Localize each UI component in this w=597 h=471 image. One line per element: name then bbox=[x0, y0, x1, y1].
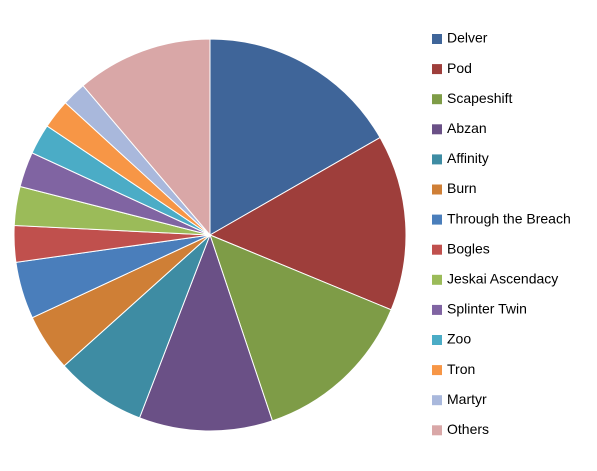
legend-label: Bogles bbox=[447, 240, 490, 256]
legend-label: Tron bbox=[447, 361, 475, 377]
legend-label: Zoo bbox=[447, 331, 471, 347]
pie-slice bbox=[209, 234, 392, 422]
legend-label: Burn bbox=[447, 180, 477, 196]
pie-slice bbox=[138, 233, 274, 432]
pie-slice bbox=[209, 38, 381, 236]
legend-label: Affinity bbox=[447, 150, 489, 166]
legend-swatch bbox=[432, 94, 442, 105]
legend-swatch bbox=[432, 425, 442, 436]
legend-swatch bbox=[432, 184, 442, 195]
legend-swatch bbox=[432, 365, 442, 376]
legend-label: Delver bbox=[447, 30, 488, 46]
legend-swatch bbox=[432, 395, 442, 406]
legend-label: Abzan bbox=[447, 120, 487, 136]
legend-label: Jeskai Ascendacy bbox=[447, 271, 558, 287]
legend-label: Scapeshift bbox=[447, 90, 512, 106]
legend-swatch bbox=[432, 124, 442, 135]
legend-swatch bbox=[432, 214, 442, 225]
legend-swatch bbox=[432, 304, 442, 315]
legend-label: Martyr bbox=[447, 391, 487, 407]
legend-swatch bbox=[432, 64, 442, 75]
legend-label: Through the Breach bbox=[447, 210, 571, 226]
legend-label: Splinter Twin bbox=[447, 301, 527, 317]
legend-swatch bbox=[432, 335, 442, 345]
pie-slice bbox=[208, 136, 407, 311]
legend-swatch bbox=[432, 34, 442, 44]
legend-swatch bbox=[432, 154, 442, 165]
pie-slice bbox=[82, 38, 211, 237]
legend-label: Others bbox=[447, 421, 489, 437]
legend-swatch bbox=[432, 244, 442, 255]
legend-swatch bbox=[432, 274, 442, 285]
legend-label: Pod bbox=[447, 60, 472, 76]
